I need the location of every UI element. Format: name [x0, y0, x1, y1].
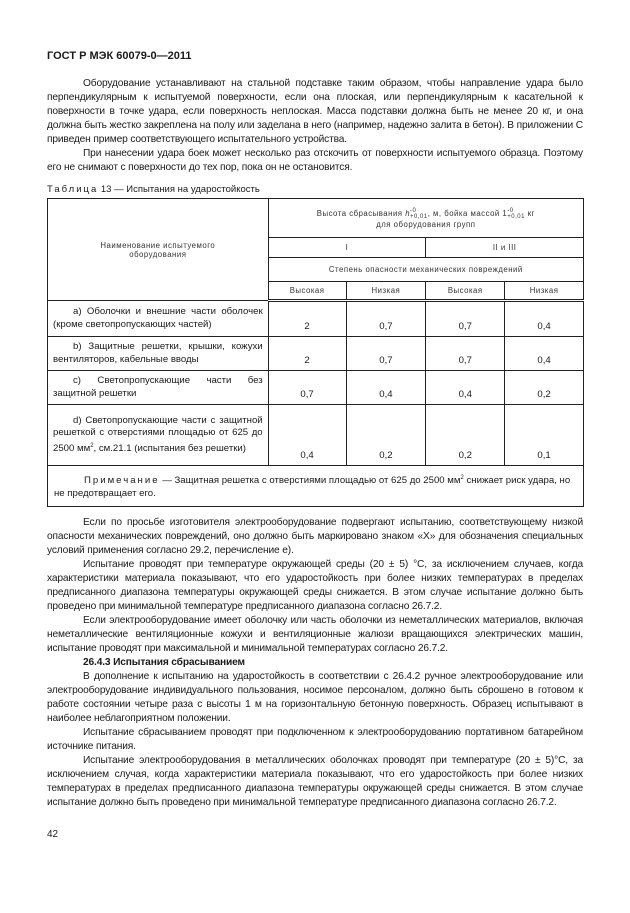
after-table-text: Если по просьбе изготовителя электрообор… — [47, 516, 583, 810]
tolerance-up: -0 — [507, 207, 514, 214]
tolerance-up: -0 — [410, 207, 417, 214]
table-note: Примечание — Защитная решетка с отверсти… — [47, 464, 584, 508]
height-text: , м, бойка массой 1 — [427, 208, 508, 218]
row-name: а) Оболочки и внешние части оболочек (кр… — [47, 300, 269, 337]
impact-test-table: Наименование испытуемого оборудования Вы… — [47, 198, 585, 508]
paragraph: Испытание электрооборудования в металлич… — [47, 755, 583, 808]
level-header: Низкая — [345, 281, 427, 302]
height-symbol: h — [405, 208, 411, 218]
table-row: b) Защитные решетки, крышки, кожухи вент… — [47, 336, 584, 371]
cell: 0,4 — [425, 370, 506, 405]
document-header: ГОСТ Р МЭК 60079-0—2011 — [47, 50, 192, 62]
height-text: кг — [524, 208, 535, 218]
cell: 0,4 — [504, 336, 584, 371]
cell: 0,7 — [267, 370, 347, 405]
paragraph: Испытание проводят при температуре окруж… — [47, 559, 583, 612]
caption-text: 13 — Испытания на ударостойкость — [98, 184, 260, 195]
cell: 0,1 — [504, 404, 584, 466]
column-header-name: Наименование испытуемого оборудования — [47, 198, 269, 301]
group-1-header: I — [267, 237, 427, 258]
row-name-part: d) Светопропускающие части с защитной ре… — [53, 414, 263, 454]
table-row: а) Оболочки и внешние части оболочек (кр… — [47, 300, 584, 337]
level-header: Низкая — [504, 281, 584, 302]
height-text: для оборудования групп — [376, 219, 476, 229]
caption-label: Таблица — [47, 184, 99, 195]
cell: 2 — [267, 336, 347, 371]
row-name-text: d) Светопропускающие части с защитной ре… — [53, 415, 263, 456]
paragraph: При нанесении удара боек может несколько… — [47, 148, 583, 173]
table-caption: Таблица 13 — Испытания на ударостойкость — [47, 184, 260, 195]
superscript: 2 — [460, 475, 464, 481]
group-2-header: II и III — [425, 237, 584, 258]
note-text: — Защитная решетка с отверстиями площадь… — [159, 475, 461, 487]
cell: 0,4 — [267, 404, 347, 466]
paragraph: Если по просьбе изготовителя электрообор… — [47, 517, 583, 556]
intro-text: Оборудование устанавливают на стальной п… — [47, 77, 583, 175]
paragraph: Если электрооборудование имеет оболочку … — [47, 615, 583, 654]
cell: 0,7 — [345, 300, 427, 337]
table-row: с) Светопропускающие части без защитной … — [47, 370, 584, 405]
danger-degree-header: Степень опасности механических поврежден… — [267, 257, 585, 282]
level-header: Высокая — [267, 281, 347, 302]
row-name-text: с) Светопропускающие части без защитной … — [53, 375, 263, 399]
superscript: 2 — [90, 442, 94, 449]
tolerance-down: +0,01 — [507, 213, 525, 220]
note-label: Примечание — [84, 475, 160, 487]
paragraph: Испытание сбрасыванием проводят при подк… — [47, 727, 583, 752]
row-name: b) Защитные решетки, крышки, кожухи вент… — [47, 336, 269, 371]
page-number: 42 — [47, 829, 59, 840]
column-header-height: Высота сбрасывания h-0 +0,01, м, бойка ма… — [267, 198, 585, 238]
cell: 0,4 — [345, 370, 427, 405]
paragraph: Оборудование устанавливают на стальной п… — [47, 78, 583, 145]
row-name-text: а) Оболочки и внешние части оболочек (кр… — [53, 306, 263, 330]
table-row: d) Светопропускающие части с защитной ре… — [47, 404, 584, 466]
level-header: Высокая — [425, 281, 506, 302]
cell: 0,7 — [425, 300, 506, 337]
paragraph: В дополнение к испытанию на ударостойкос… — [47, 671, 583, 724]
section-heading: 26.4.3 Испытания сбрасыванием — [83, 657, 245, 668]
row-name-text: b) Защитные решетки, крышки, кожухи вент… — [53, 341, 263, 365]
cell: 2 — [267, 300, 347, 337]
cell: 0,2 — [425, 404, 506, 466]
row-name: d) Светопропускающие части с защитной ре… — [47, 404, 269, 466]
row-name-part: , см.21.1 (испытания без решетки) — [93, 442, 246, 454]
cell: 0,2 — [345, 404, 427, 466]
row-name: с) Светопропускающие части без защитной … — [47, 370, 269, 405]
cell: 0,7 — [425, 336, 506, 371]
cell: 0,2 — [504, 370, 584, 405]
tolerance-down: +0,01 — [410, 213, 428, 220]
cell: 0,7 — [345, 336, 427, 371]
cell: 0,4 — [504, 300, 584, 337]
height-text: Высота сбрасывания — [316, 208, 406, 218]
note-text: снижает риск удара, но не предотвращает … — [54, 475, 571, 500]
